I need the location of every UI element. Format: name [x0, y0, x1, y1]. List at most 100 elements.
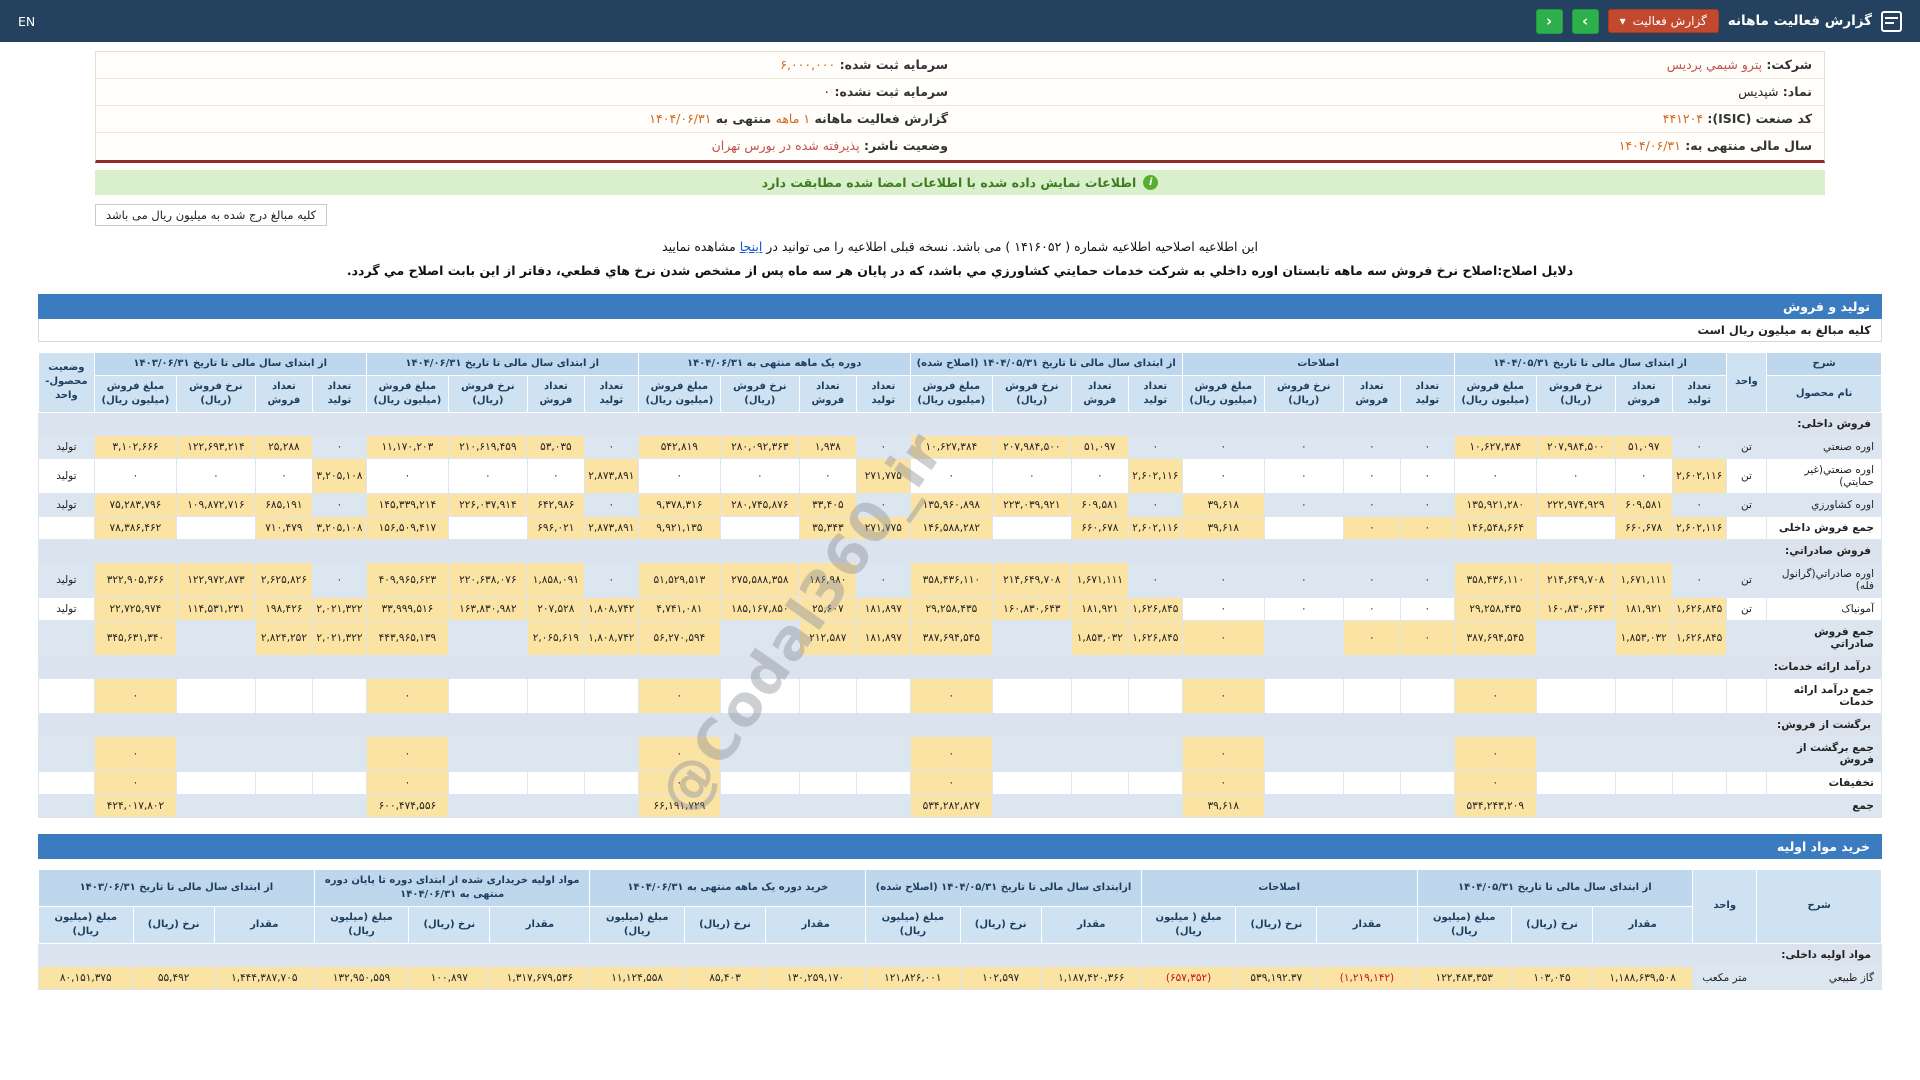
table-row: جمع برگشت از فروش ۰ ۰ ۰ ۰ ۰ ۰: [38, 735, 1882, 772]
value-cell: [526, 735, 586, 772]
caret-down-icon: ▾: [1619, 14, 1626, 28]
value-cell: ۰: [93, 457, 178, 494]
value-cell: ۱,۶۲۶,۸۴۵: [1671, 596, 1727, 621]
info-field: گزارش فعالیت ماهانه ۱ ماهه منتهی به ۱۴۰۴…: [96, 106, 960, 134]
table-row: تخفیفات ۰ ۰ ۰ ۰ ۰ ۰: [38, 770, 1882, 795]
info-field: شرکت: پترو شیمي پردیس: [960, 52, 1824, 80]
value-cell: [1399, 735, 1455, 772]
value-cell: [1070, 677, 1129, 714]
value-cell: ۲,۶۰۲,۱۱۶: [1671, 457, 1727, 494]
value-cell: ۰: [1127, 492, 1183, 517]
value-cell: ۲,۶۰۲,۱۱۶: [1127, 515, 1183, 540]
amendment-text-after: مشاهده نمایید: [662, 238, 740, 254]
value-cell: ۲۵,۶۰۷: [798, 596, 858, 621]
nav-back-button[interactable]: ‹: [1535, 8, 1563, 34]
table-row: جمع درآمد ارائه خدمات ۰ ۰ ۰ ۰ ۰ ۰: [38, 677, 1882, 714]
value-cell: [1671, 793, 1727, 818]
column-header: نرخ فروش (ریال): [1535, 374, 1616, 413]
value-cell: [992, 735, 1072, 772]
column-header: واحد: [1692, 868, 1758, 944]
value-cell: [856, 793, 911, 818]
unit-cell: متر مکعب: [1692, 965, 1758, 990]
value-cell: ۰: [365, 677, 450, 714]
column-group-header: مواد اولیه خریداری شده از ابتدای دوره تا…: [313, 868, 591, 907]
value-cell: ۰: [909, 770, 994, 795]
column-header: تعداد تولید: [1671, 374, 1727, 413]
value-cell: [1263, 619, 1344, 656]
product-name-cell: جمع برگشت از فروش: [1766, 735, 1882, 772]
value-cell: [1535, 735, 1616, 772]
value-cell: ۲,۰۲۱,۳۲۲: [312, 619, 367, 656]
value-cell: [448, 770, 528, 795]
value-cell: ۴,۷۴۱,۰۸۱: [637, 596, 722, 621]
value-cell: [176, 677, 256, 714]
value-cell: ۹,۳۷۸,۳۱۶: [637, 492, 722, 517]
amendment-note: این اطلاعیه اصلاحیه اطلاعیه شماره ( ۱۴۱۶…: [40, 239, 1880, 254]
value-cell: ۰: [584, 561, 639, 598]
column-header: تعداد فروش: [1070, 374, 1129, 413]
section-row: برگشت از فروش:: [38, 712, 1882, 737]
report-type-dropdown[interactable]: گزارش فعالیت ▾: [1607, 9, 1719, 33]
value-cell: [720, 515, 800, 540]
value-cell: [1535, 619, 1616, 656]
value-cell: ۱,۸۵۳,۰۳۲: [1614, 619, 1673, 656]
language-toggle[interactable]: EN: [18, 13, 36, 29]
value-cell: (۱,۲۱۹,۱۴۲): [1316, 965, 1418, 990]
value-cell: ۰: [1127, 434, 1183, 459]
value-cell: ۳۵۸,۴۳۶,۱۱۰: [1453, 561, 1537, 598]
value-cell: ۱,۶۲۶,۸۴۵: [1671, 619, 1727, 656]
status-cell: تولید: [38, 457, 95, 494]
value-cell: ۰: [1399, 619, 1455, 656]
value-cell: [1399, 793, 1455, 818]
value-cell: [1342, 793, 1401, 818]
column-group-header: از ابتدای سال مالی تا تاریخ ۱۴۰۴/۰۶/۳۱: [365, 351, 639, 376]
previous-version-link[interactable]: اینجا: [739, 238, 763, 254]
table-row: جمع فروش صادراتي ۱,۶۲۶,۸۴۵ ۱,۸۵۳,۰۳۲ ۳۸۷,۶۹…: [38, 619, 1882, 656]
column-header: نرخ فروش (ریال): [448, 374, 528, 413]
value-cell: [1535, 770, 1616, 795]
value-cell: ۰: [1263, 561, 1344, 598]
column-group-header: اصلاحات: [1140, 868, 1418, 907]
value-cell: ۶۰۰,۴۷۴,۵۵۶: [365, 793, 450, 818]
value-cell: [1127, 793, 1183, 818]
value-cell: ۶۴۲,۹۸۶: [526, 492, 586, 517]
value-cell: ۱,۸۵۳,۰۳۲: [1070, 619, 1129, 656]
value-cell: [992, 515, 1072, 540]
value-cell: ۱,۱۸۷,۴۲۰,۳۶۶: [1040, 965, 1142, 990]
column-header: نرخ فروش (ریال): [992, 374, 1072, 413]
value-cell: [1614, 793, 1673, 818]
value-cell: ۰: [1263, 457, 1344, 494]
value-cell: [1127, 677, 1183, 714]
table-row: اوره صنعتي تن ۰ ۵۱,۰۹۷ ۲۰۷,۹۸۴,۵۰۰ ۱۰,۶۲۷,۳۸۴…: [38, 434, 1882, 459]
value-cell: ۲,۸۲۴,۲۵۲: [254, 619, 314, 656]
value-cell: ۱۲۱,۸۲۶,۰۰۱: [865, 965, 961, 990]
value-cell: ۱۹۸,۴۲۶: [254, 596, 314, 621]
value-cell: ۱,۴۴۴,۳۸۷,۷۰۵: [213, 965, 315, 990]
value-cell: ۰: [992, 457, 1072, 494]
value-cell: ۰: [1342, 619, 1401, 656]
unit-cell: تن: [1725, 457, 1768, 494]
value-cell: ۳,۱۰۲,۶۶۶: [93, 434, 178, 459]
value-cell: ۳۴۵,۶۳۱,۳۴۰: [93, 619, 178, 656]
value-cell: ۰: [909, 457, 994, 494]
value-cell: ۰: [1342, 596, 1401, 621]
column-header: مبلغ فروش (میلیون ریال): [637, 374, 722, 413]
value-cell: [1671, 770, 1727, 795]
value-cell: [1535, 793, 1616, 818]
unit-cell: [1725, 793, 1768, 818]
value-cell: ۰: [1453, 770, 1537, 795]
value-cell: ۱۵۶,۵۰۹,۴۱۷: [365, 515, 450, 540]
amendment-text-before: این اطلاعیه اصلاحیه اطلاعیه شماره ( ۱۴۱۶…: [762, 238, 1258, 254]
value-cell: [254, 677, 314, 714]
value-cell: ۳۹,۶۱۸: [1181, 515, 1265, 540]
value-cell: ۰: [1342, 561, 1401, 598]
nav-forward-button[interactable]: ›: [1571, 8, 1599, 34]
value-cell: ۰: [1181, 735, 1265, 772]
section-label-cell: فروش صادراتي:: [38, 538, 1882, 563]
column-header: وضعیت محصول-واحد: [38, 351, 95, 413]
column-header: مبلغ فروش (میلیون ریال): [1453, 374, 1537, 413]
value-cell: [312, 793, 367, 818]
value-cell: [856, 735, 911, 772]
unit-cell: تن: [1725, 434, 1768, 459]
value-cell: ۰: [798, 457, 858, 494]
